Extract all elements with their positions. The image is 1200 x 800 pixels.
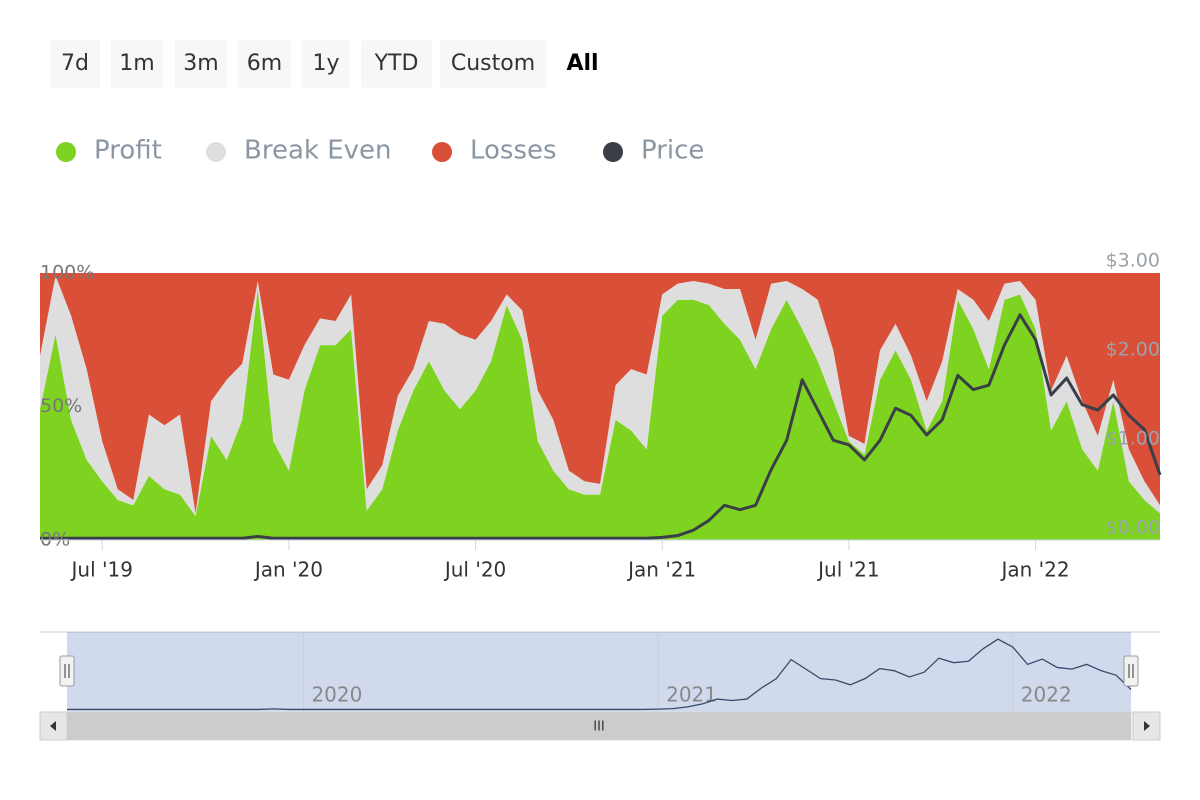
handle-grip xyxy=(64,664,70,678)
x-tick-label: Jan '21 xyxy=(626,558,696,582)
navigator-label: 2021 xyxy=(666,683,717,707)
range-button[interactable]: Custom xyxy=(440,40,546,88)
navigator-label: 2020 xyxy=(311,683,362,707)
range-button[interactable]: 1m xyxy=(111,40,163,88)
range-button[interactable]: 7d xyxy=(50,40,100,88)
x-tick-label: Jan '20 xyxy=(253,558,323,582)
navigator-frame xyxy=(40,632,1160,712)
range-button[interactable]: YTD xyxy=(361,40,432,88)
range-button[interactable]: All xyxy=(566,51,599,76)
y-tick-label: 50% xyxy=(40,395,82,417)
navigator-label: 2022 xyxy=(1021,683,1072,707)
legend-item[interactable]: Profit xyxy=(56,136,162,166)
y2-tick-label: $1.00 xyxy=(1106,428,1160,450)
legend-item[interactable]: Price xyxy=(603,136,704,166)
arrow-left xyxy=(50,721,56,731)
x-tick-label: Jan '22 xyxy=(999,558,1069,582)
arrow-right xyxy=(1144,721,1150,731)
scrollbar-thumb[interactable] xyxy=(67,712,1131,740)
legend-marker xyxy=(603,142,623,162)
price-line xyxy=(40,313,1162,540)
legend-label: Break Even xyxy=(244,136,392,166)
scrollbar-grip: III xyxy=(593,720,605,735)
y2-tick-label: $0.00 xyxy=(1106,517,1160,539)
x-tick-label: Jul '20 xyxy=(443,558,506,582)
navigator-handle[interactable] xyxy=(1123,655,1139,687)
legend-label: Losses xyxy=(470,136,557,166)
scroll-left[interactable] xyxy=(39,711,68,741)
range-button[interactable]: 1y xyxy=(302,40,350,88)
navigator-line xyxy=(67,638,1132,711)
area xyxy=(40,273,1160,514)
legend-marker xyxy=(432,142,452,162)
y2-tick-label: $2.00 xyxy=(1106,339,1160,361)
legend-marker xyxy=(206,142,226,162)
x-tick-label: Jul '19 xyxy=(70,558,133,582)
area xyxy=(40,289,1160,540)
range-button[interactable]: 6m xyxy=(238,40,291,88)
area xyxy=(40,275,1160,516)
navigator-selection xyxy=(67,632,1131,712)
legend-label: Profit xyxy=(94,136,162,166)
legend-item[interactable]: Break Even xyxy=(206,136,392,166)
legend-marker xyxy=(56,142,76,162)
y2-tick-label: $3.00 xyxy=(1106,250,1160,272)
range-button[interactable]: 3m xyxy=(175,40,227,88)
handle-grip xyxy=(1128,664,1134,678)
legend-label: Price xyxy=(641,136,704,166)
legend-item[interactable]: Losses xyxy=(432,136,557,166)
x-tick-label: Jul '21 xyxy=(816,558,879,582)
navigator-handle[interactable] xyxy=(59,655,75,687)
y-tick-label: 100% xyxy=(40,262,94,284)
